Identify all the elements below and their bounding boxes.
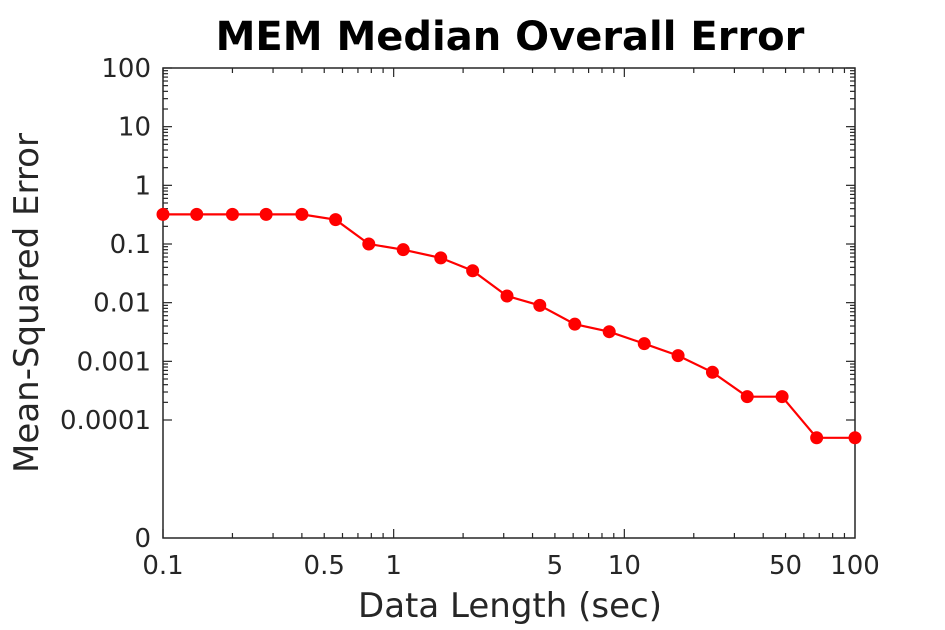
y-tick-label: 0.1 [110, 230, 151, 260]
y-tick-label: 0.001 [77, 347, 151, 377]
chart-title: MEM Median Overall Error [216, 14, 805, 60]
data-point [848, 431, 862, 445]
data-point [810, 431, 824, 445]
x-tick-label: 5 [547, 551, 564, 581]
data-point [671, 349, 685, 363]
y-axis-label: Mean-Squared Error [7, 133, 47, 473]
data-point [775, 390, 789, 404]
data-point [533, 298, 547, 312]
data-point [500, 289, 514, 303]
data-point [295, 207, 309, 221]
data-point [705, 365, 719, 379]
x-tick-label: 0.5 [304, 551, 345, 581]
y-tick-label: 0 [134, 524, 151, 554]
data-point [602, 325, 616, 339]
data-point [156, 207, 170, 221]
y-tick-label: 0.01 [93, 289, 151, 319]
y-tick-label: 100 [101, 54, 151, 84]
x-tick-label: 50 [769, 551, 802, 581]
plot-area: 0.1 0.5 1 5 10 50 100 0 0.0001 0.001 0.01 0.1 1 10 100 [60, 54, 880, 581]
x-axis-label: Data Length (sec) [358, 586, 662, 626]
y-tick-label: 10 [118, 113, 151, 143]
axes-box [162, 67, 856, 539]
y-tick-label: 0.0001 [60, 406, 151, 436]
data-point [466, 264, 480, 278]
data-point [362, 237, 376, 251]
data-point [190, 207, 204, 221]
data-point [396, 243, 410, 257]
data-point [740, 390, 754, 404]
data-point [637, 337, 651, 351]
data-point [329, 213, 343, 227]
series-line [163, 213, 855, 439]
data-point [225, 207, 239, 221]
data-point [568, 317, 582, 331]
data-point [434, 251, 448, 265]
x-tick-label: 10 [608, 551, 641, 581]
data-point [259, 207, 273, 221]
x-tick-label: 0.1 [142, 551, 183, 581]
x-tick-label: 100 [830, 551, 880, 581]
x-tick-label: 1 [385, 551, 402, 581]
y-tick-label: 1 [134, 171, 151, 201]
